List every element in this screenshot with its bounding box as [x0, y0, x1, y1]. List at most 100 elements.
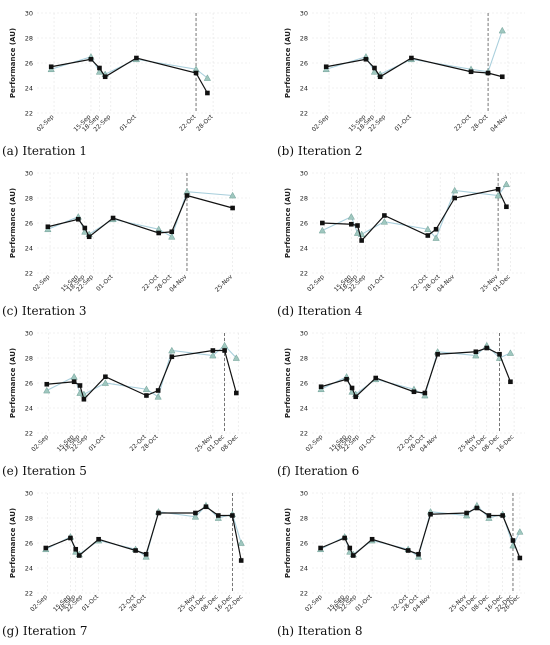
y-axis-label: Performance (AU)	[9, 188, 17, 258]
data-point-square	[222, 348, 227, 353]
y-tick-label: 26	[300, 59, 308, 67]
data-point-square	[96, 536, 101, 542]
x-tick-label: 02-Sep	[306, 273, 326, 293]
data-point-square	[433, 226, 439, 232]
y-tick-label: 26	[25, 219, 33, 227]
data-point-square	[45, 224, 51, 230]
panel-caption: (h) Iteration 8	[277, 624, 363, 638]
data-point-square	[169, 229, 175, 235]
data-point-triangle	[168, 233, 176, 240]
data-point-square	[234, 390, 239, 396]
data-point-square	[43, 545, 49, 551]
y-tick-label: 26	[25, 379, 33, 387]
data-point-triangle	[43, 386, 51, 394]
data-point-square	[81, 396, 87, 402]
data-point-square	[144, 393, 149, 398]
series-line-square	[322, 188, 507, 242]
data-point-triangle	[142, 385, 151, 393]
x-tick-label: 01-Oct	[87, 433, 107, 453]
x-tick-label: 02-Sep	[30, 433, 50, 453]
data-point-square	[363, 56, 369, 62]
y-tick-label: 30	[300, 329, 308, 337]
data-point-square	[184, 193, 190, 198]
data-point-triangle	[220, 341, 229, 349]
y-tick-label: 22	[25, 109, 33, 117]
panel-caption: (d) Iteration 4	[277, 304, 363, 318]
y-axis-label: Performance (AU)	[284, 348, 292, 418]
y-tick-label: 26	[300, 219, 308, 227]
series-line-triangle	[51, 56, 208, 79]
y-tick-label: 22	[300, 109, 308, 117]
data-point-triangle	[168, 346, 176, 354]
y-tick-label: 24	[25, 404, 33, 412]
x-tick-label: 28-Oct	[470, 113, 490, 133]
y-tick-label: 22	[25, 429, 33, 437]
data-point-square	[216, 513, 221, 518]
data-point-square	[44, 381, 50, 387]
data-point-square	[210, 348, 216, 353]
data-point-square	[347, 545, 353, 551]
data-point-square	[497, 351, 502, 357]
y-tick-label: 28	[300, 34, 308, 42]
data-point-square	[342, 535, 347, 541]
data-point-square	[344, 376, 349, 382]
data-point-square	[68, 535, 73, 541]
data-point-square	[155, 388, 161, 393]
x-tick-label: 04-Nov	[168, 273, 188, 293]
data-point-square	[422, 390, 428, 396]
data-point-square	[75, 216, 81, 222]
y-tick-label: 28	[25, 514, 33, 522]
data-point-triangle	[380, 218, 389, 225]
data-point-triangle	[228, 191, 237, 199]
series-line-triangle	[320, 344, 511, 397]
y-tick-label: 26	[300, 379, 308, 387]
data-point-triangle	[232, 354, 240, 361]
y-tick-label: 28	[25, 354, 33, 362]
y-tick-label: 26	[300, 539, 308, 547]
y-tick-label: 28	[300, 514, 308, 522]
y-tick-label: 24	[300, 564, 308, 572]
data-point-square	[86, 234, 92, 240]
data-point-square	[88, 56, 94, 62]
data-point-triangle	[506, 349, 515, 356]
data-point-square	[102, 74, 108, 80]
data-point-triangle	[191, 513, 200, 520]
panel-caption: (g) Iteration 7	[2, 624, 87, 638]
data-point-square	[484, 345, 490, 351]
x-tick-label: 01-Oct	[358, 433, 378, 453]
data-point-square	[318, 384, 324, 390]
x-tick-label: 25-Nov	[214, 273, 234, 293]
y-axis-label: Performance (AU)	[9, 508, 17, 578]
data-point-square	[143, 551, 149, 557]
data-point-square	[425, 233, 431, 238]
data-point-square	[372, 65, 377, 71]
series-line-triangle	[46, 344, 237, 398]
data-point-square	[377, 74, 383, 80]
data-point-square	[485, 70, 491, 76]
y-tick-label: 30	[25, 9, 33, 17]
data-point-square	[428, 511, 433, 517]
data-point-square	[350, 553, 356, 558]
x-tick-label: 01-Oct	[366, 273, 386, 293]
data-point-square	[238, 558, 244, 563]
data-point-square	[499, 74, 505, 80]
x-tick-label: 01-Oct	[95, 273, 115, 293]
x-tick-label: 01-Oct	[354, 593, 374, 613]
data-point-triangle	[203, 74, 212, 81]
data-point-square	[82, 225, 88, 231]
data-point-square	[495, 186, 501, 192]
y-tick-label: 28	[25, 34, 33, 42]
data-point-triangle	[70, 373, 78, 380]
panel-caption: (f) Iteration 6	[277, 464, 359, 478]
panel-caption: (c) Iteration 3	[2, 304, 87, 318]
y-tick-label: 24	[25, 564, 33, 572]
data-point-square	[193, 70, 199, 76]
y-tick-label: 30	[300, 9, 308, 17]
y-tick-label: 26	[25, 539, 33, 547]
panel-caption: (a) Iteration 1	[2, 144, 87, 158]
y-tick-label: 22	[300, 589, 308, 597]
data-point-square	[468, 69, 474, 75]
data-point-square	[103, 374, 108, 380]
